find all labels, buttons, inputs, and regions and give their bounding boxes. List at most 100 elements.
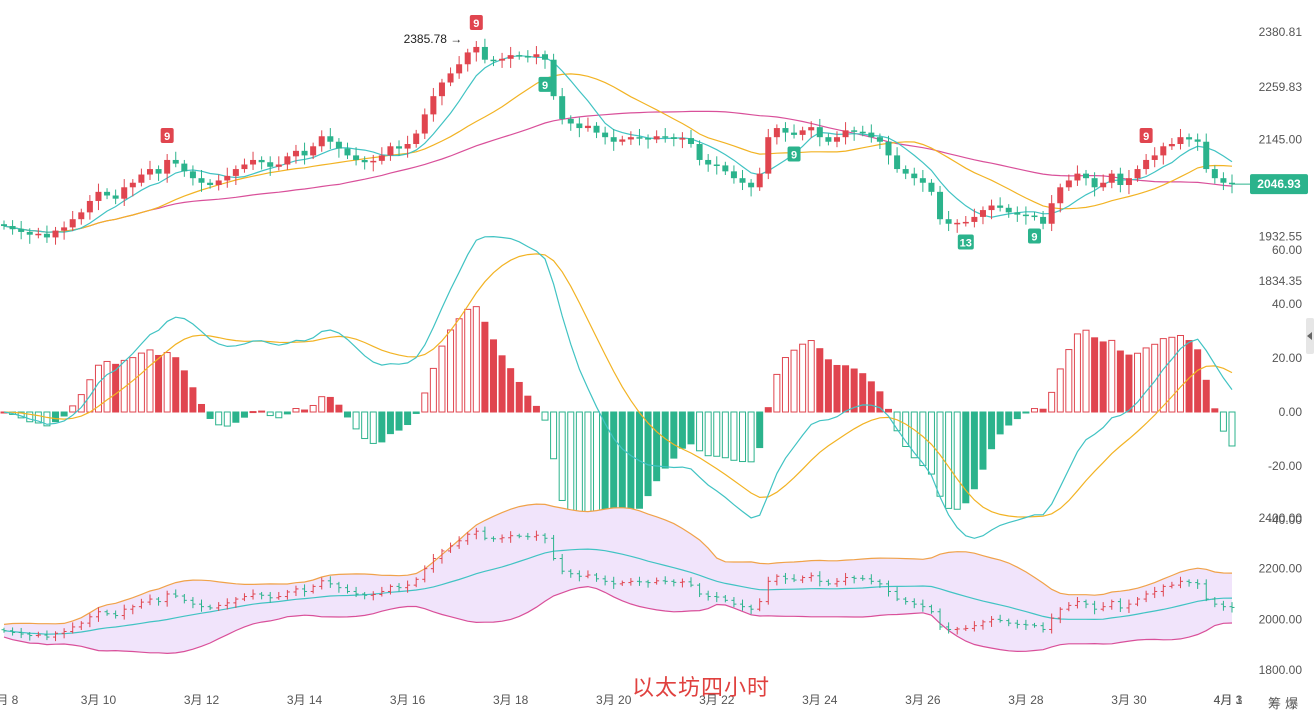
candle	[473, 41, 480, 62]
candle-body	[224, 175, 231, 181]
candle	[791, 124, 798, 139]
candle-body	[1177, 137, 1184, 145]
signal-badge-label: 9	[1143, 131, 1149, 143]
macd-histogram-bar	[1056, 368, 1064, 413]
ohlc-bar	[748, 604, 754, 615]
macd-histogram-bar	[129, 357, 137, 413]
macd-histogram-bar	[137, 352, 145, 413]
candle-body	[473, 46, 480, 53]
ohlc-bar	[44, 630, 50, 641]
macd-histogram-bar	[1211, 408, 1219, 413]
macd-histogram-bar	[970, 411, 978, 490]
macd-histogram-bar	[541, 411, 549, 421]
ohlc-bar	[241, 593, 247, 602]
signal-badge-box	[469, 15, 483, 31]
candle	[979, 206, 986, 225]
candle	[164, 154, 171, 183]
ohlc-bar	[860, 575, 866, 581]
ohlc-bar	[27, 632, 33, 641]
ohlc-bar	[688, 577, 694, 588]
candle	[1031, 211, 1038, 221]
candle-body	[198, 178, 205, 183]
macd-histogram-bar	[773, 373, 781, 413]
macd-histogram-bar	[627, 411, 635, 523]
candle	[593, 122, 600, 139]
macd-histogram-bar	[69, 405, 77, 413]
macd-histogram-bar	[1219, 411, 1227, 432]
ohlc-bar	[482, 526, 488, 541]
ohlc-bar	[817, 571, 823, 587]
candle	[679, 132, 686, 149]
macd-histogram-bar	[34, 411, 42, 424]
candle-body	[584, 125, 591, 129]
ohlc-bar	[825, 579, 831, 586]
candle-body	[404, 144, 411, 149]
candle-body	[1100, 182, 1107, 188]
ohlc-bar	[276, 591, 282, 600]
candle	[1074, 165, 1081, 186]
macd-tick-label: 0.00	[1279, 405, 1303, 419]
ohlc-bar	[250, 589, 256, 600]
candle	[962, 216, 969, 227]
ohlc-bar	[310, 584, 316, 594]
candle-body	[696, 144, 703, 160]
candle-body	[799, 130, 806, 135]
ohlc-bar	[954, 626, 960, 635]
candle	[894, 147, 901, 173]
ohlc-bar	[551, 534, 557, 561]
candle-body	[1186, 137, 1193, 140]
panel-collapse-handle[interactable]	[1306, 318, 1314, 354]
ohlc-bar	[413, 577, 419, 588]
candle	[387, 142, 394, 161]
candle-body	[1151, 155, 1158, 160]
candle	[1048, 195, 1055, 232]
corner-tools[interactable]: 筹 爆	[1268, 697, 1299, 712]
candle	[224, 167, 231, 188]
candle-body	[267, 162, 274, 167]
ohlc-bar	[654, 577, 660, 585]
candle-body	[284, 156, 291, 165]
candle	[301, 142, 308, 165]
candle-body	[447, 73, 454, 83]
ohlc-bar	[868, 574, 874, 585]
macd-histogram-bar	[163, 352, 171, 413]
macd-histogram-bar	[1091, 337, 1099, 413]
macd-dea-line	[3, 253, 1233, 518]
boll-middle-line	[3, 548, 1233, 635]
candle	[155, 165, 162, 181]
ohlc-bar	[490, 536, 496, 542]
macd-histogram-bar	[670, 411, 678, 459]
candle	[842, 122, 849, 145]
candle-body	[833, 137, 840, 142]
ohlc-bar	[35, 631, 41, 638]
candle	[232, 165, 239, 186]
ohlc-bar	[714, 591, 720, 603]
candle	[52, 226, 59, 245]
candle-body	[361, 159, 368, 163]
ohlc-bar	[1109, 599, 1115, 610]
candle	[619, 135, 626, 146]
candle	[584, 117, 591, 132]
candle-body	[945, 219, 952, 224]
ohlc-bar	[1212, 597, 1218, 608]
macd-histogram-bar	[1082, 329, 1090, 413]
macd-histogram-bar	[687, 411, 695, 445]
candle	[327, 128, 334, 150]
candle	[1108, 169, 1115, 189]
signal-badge-label: 9	[791, 150, 797, 162]
macd-histogram-bar	[43, 411, 51, 427]
ohlc-bar	[679, 578, 685, 588]
macd-histogram-bar	[747, 411, 755, 463]
candle-body	[344, 148, 351, 156]
candle-body	[705, 159, 712, 165]
ohlc-bar	[138, 598, 144, 609]
macd-histogram-bar	[1159, 338, 1167, 413]
candle-body	[310, 146, 317, 156]
candle	[292, 144, 299, 164]
ohlc-bar	[903, 597, 909, 605]
macd-histogram-bar	[198, 403, 206, 413]
boll-tick-label: 2400.00	[1259, 511, 1303, 525]
macd-histogram-bar	[884, 408, 893, 413]
candle-body	[1160, 146, 1167, 156]
ohlc-bar	[542, 533, 548, 544]
